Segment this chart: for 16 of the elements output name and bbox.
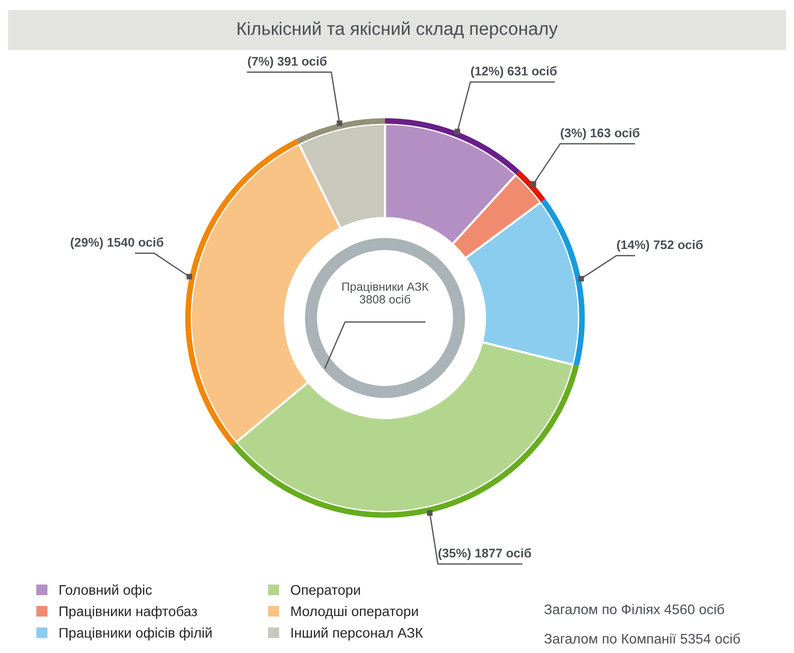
legend-label: Працівники офісів філій bbox=[60, 627, 212, 640]
legend-label: Інший персонал АЗК bbox=[292, 627, 423, 640]
data-label: (35%) 1877 осіб bbox=[438, 548, 532, 560]
data-label: (3%) 163 осіб bbox=[560, 128, 640, 140]
legend-label: Головний офіс bbox=[60, 584, 152, 598]
data-label: (7%) 391 осіб bbox=[248, 56, 327, 68]
legend-label: Молодші оператори bbox=[291, 606, 418, 619]
text: Загалом по Компанії 5354 осіб bbox=[544, 633, 740, 644]
data-label: (12%) 631 осіб bbox=[471, 66, 557, 78]
text: Працівники АЗК 3808 осіб bbox=[342, 282, 429, 304]
legend-label: Оператори bbox=[290, 584, 360, 598]
chart-title: Кількісний та якісний склад персоналу bbox=[238, 21, 558, 39]
data-label: (14%) 752 осіб bbox=[617, 240, 703, 252]
legend-label: Працівники нафтобаз bbox=[60, 606, 198, 619]
text: Загалом по Філіях 4560 осіб bbox=[544, 604, 724, 614]
data-label: (29%) 1540 осіб bbox=[70, 237, 164, 250]
